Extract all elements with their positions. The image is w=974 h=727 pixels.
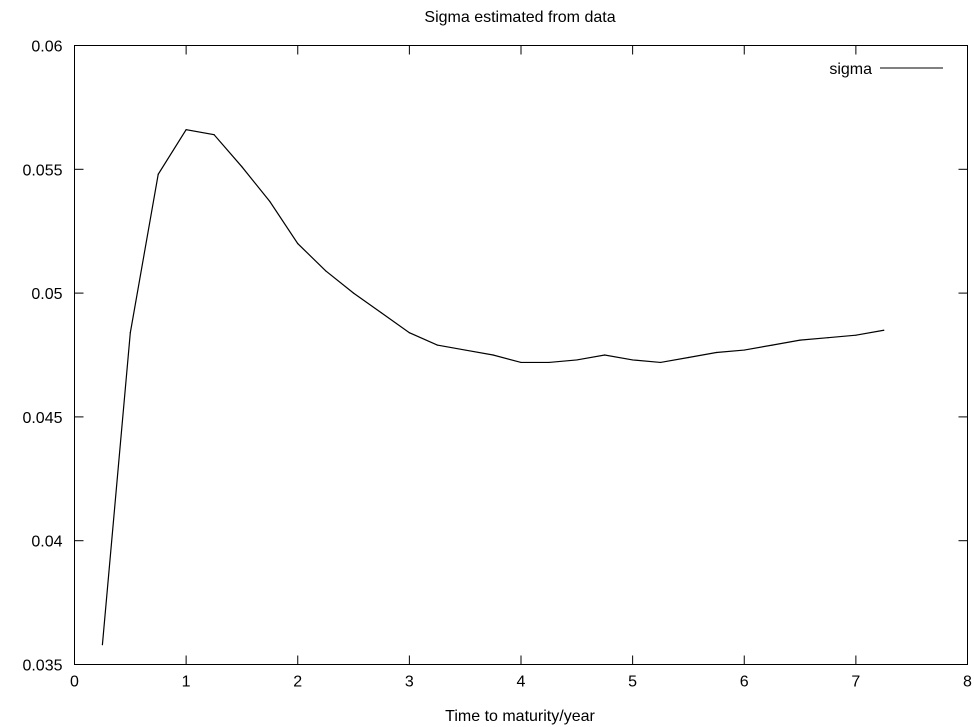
data-point [408, 332, 410, 334]
x-tick-label: 1 [182, 674, 191, 691]
data-point [241, 166, 243, 168]
data-point [743, 349, 745, 351]
data-point [101, 644, 104, 646]
legend: sigma [829, 61, 943, 78]
data-point [576, 359, 578, 361]
plot-frame [74, 45, 968, 665]
x-axis: 0 1 2 3 4 5 6 7 8 [70, 45, 972, 691]
legend-label: sigma [829, 61, 872, 78]
data-point [827, 337, 829, 339]
data-point [436, 344, 438, 346]
x-tick-label: 5 [628, 674, 637, 691]
data-point [185, 129, 187, 131]
data-point [855, 334, 857, 336]
x-axis-label: Time to maturity/year [445, 708, 595, 725]
y-tick-label: 0.05 [31, 286, 62, 303]
x-tick-label: 3 [405, 674, 414, 691]
data-point [129, 332, 131, 334]
x-tick-label: 7 [851, 674, 860, 691]
data-point [715, 351, 717, 354]
x-tick-label: 2 [293, 674, 302, 691]
data-point [380, 312, 383, 314]
data-point [157, 173, 159, 175]
x-tick-label: 8 [963, 674, 972, 691]
x-tick-label: 6 [740, 674, 749, 691]
data-point [492, 354, 494, 356]
y-tick-label: 0.06 [31, 39, 62, 56]
data-point [325, 270, 327, 272]
data-point [297, 242, 299, 245]
data-point [464, 349, 466, 351]
y-tick-label: 0.055 [22, 162, 62, 179]
data-point [520, 361, 522, 364]
data-point [548, 361, 550, 364]
data-point [883, 329, 885, 331]
y-tick-label: 0.045 [22, 410, 62, 427]
series-line-sigma [101, 129, 884, 645]
chart-title: Sigma estimated from data [424, 9, 615, 26]
data-point [269, 200, 271, 203]
data-point [604, 354, 606, 356]
data-point [352, 292, 355, 294]
y-axis: 0.035 0.04 0.045 0.05 0.055 0.06 [22, 39, 968, 675]
y-tick-label: 0.035 [22, 658, 62, 675]
y-tick-label: 0.04 [31, 534, 62, 551]
x-tick-label: 0 [70, 674, 79, 691]
data-point [771, 344, 773, 346]
data-point [632, 359, 634, 361]
data-point [687, 356, 690, 359]
data-point [213, 134, 215, 136]
data-point [659, 361, 662, 364]
series-layer [101, 129, 885, 646]
x-tick-label: 4 [517, 674, 526, 691]
data-point [799, 339, 801, 341]
